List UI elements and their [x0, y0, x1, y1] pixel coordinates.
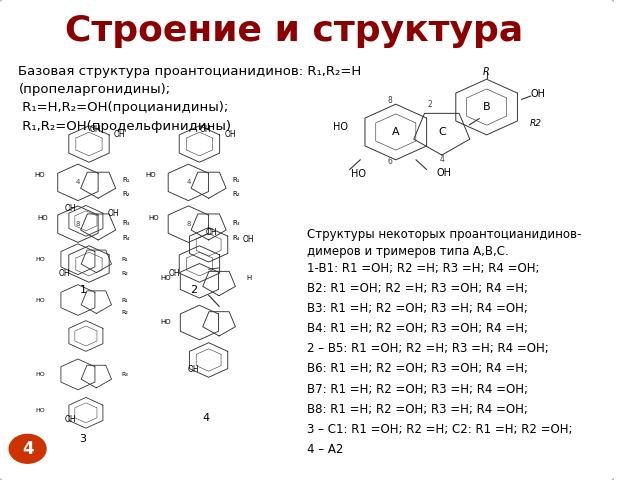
Text: 4: 4 [440, 156, 444, 164]
Text: 4: 4 [76, 180, 80, 185]
Text: R₃: R₃ [232, 220, 240, 226]
Text: OH: OH [65, 416, 76, 424]
Text: HO: HO [38, 216, 48, 221]
Text: 2: 2 [189, 286, 197, 295]
Text: HO: HO [35, 298, 45, 302]
Text: 8: 8 [186, 221, 191, 227]
Text: 2 – B5: R1 =OH; R2 =H; R3 =H; R4 =OH;: 2 – B5: R1 =OH; R2 =H; R3 =H; R4 =OH; [307, 342, 548, 355]
Text: R₁: R₁ [232, 177, 240, 183]
Text: 1-B1: R1 =OH; R2 =H; R3 =H; R4 =OH;: 1-B1: R1 =OH; R2 =H; R3 =H; R4 =OH; [307, 262, 540, 275]
Text: Структуры некоторых проантоцианидинов-
димеров и тримеров типа А,В,С.: Структуры некоторых проантоцианидинов- д… [307, 228, 581, 259]
Text: OH: OH [224, 130, 236, 139]
Text: B2: R1 =OH; R2 =H; R3 =OH; R4 =H;: B2: R1 =OH; R2 =H; R3 =OH; R4 =H; [307, 282, 528, 295]
Text: 6: 6 [387, 157, 392, 166]
Text: B4: R1 =H; R2 =OH; R3 =OH; R4 =H;: B4: R1 =H; R2 =OH; R3 =OH; R4 =H; [307, 322, 528, 335]
Text: OH: OH [188, 365, 199, 374]
FancyBboxPatch shape [0, 0, 616, 480]
Text: HO: HO [333, 122, 348, 132]
Text: R₂: R₂ [121, 311, 128, 315]
Text: R₂: R₂ [232, 192, 240, 197]
Text: C: C [438, 127, 445, 137]
Text: OH: OH [65, 204, 76, 213]
Text: R₁: R₁ [121, 298, 128, 302]
Text: 8: 8 [76, 221, 80, 227]
Text: R₃: R₃ [122, 220, 129, 226]
Text: H: H [246, 276, 251, 281]
Text: HO: HO [35, 172, 45, 178]
Text: R₂: R₂ [122, 192, 130, 197]
Text: HO: HO [351, 169, 367, 179]
Text: HO: HO [161, 319, 171, 324]
Text: 4: 4 [202, 413, 209, 422]
Text: Базовая структура проантоцианидинов: R₁,R₂=H: Базовая структура проантоцианидинов: R₁,… [19, 65, 362, 78]
Text: HO: HO [161, 276, 171, 281]
Text: R: R [483, 67, 490, 77]
Circle shape [9, 434, 46, 463]
Text: R₄: R₄ [232, 235, 240, 240]
Text: R₁=H,R₂=OH(процианидины);: R₁=H,R₂=OH(процианидины); [19, 101, 228, 114]
Text: OH: OH [59, 269, 70, 278]
Text: OH: OH [243, 236, 254, 244]
Text: 4 – A2: 4 – A2 [307, 443, 343, 456]
Text: OH: OH [114, 130, 125, 139]
Text: 2: 2 [427, 100, 432, 108]
Text: R₃: R₃ [121, 372, 128, 377]
Text: 3: 3 [79, 434, 86, 444]
Text: HO: HO [145, 172, 156, 178]
Text: HO: HO [148, 216, 159, 221]
Text: HO: HO [35, 372, 45, 377]
Text: R₁,R₂=OH(продельфинидины): R₁,R₂=OH(продельфинидины) [19, 120, 232, 132]
Text: R₄: R₄ [122, 235, 129, 240]
Text: R₁: R₁ [121, 257, 128, 262]
Text: OH: OH [531, 89, 546, 98]
Text: B6: R1 =H; R2 =OH; R3 =OH; R4 =H;: B6: R1 =H; R2 =OH; R3 =OH; R4 =H; [307, 362, 528, 375]
Text: OH: OH [108, 209, 119, 218]
Text: OH: OH [200, 125, 211, 134]
Text: A: A [392, 127, 399, 137]
Text: R₁: R₁ [122, 177, 129, 183]
Text: 8: 8 [387, 96, 392, 105]
Text: 1: 1 [79, 286, 86, 295]
Text: OH: OH [206, 228, 218, 237]
Text: B3: R1 =H; R2 =OH; R3 =H; R4 =OH;: B3: R1 =H; R2 =OH; R3 =H; R4 =OH; [307, 302, 528, 315]
Text: R2: R2 [530, 119, 541, 128]
Text: HO: HO [35, 257, 45, 262]
Text: B7: R1 =H; R2 =OH; R3 =H; R4 =OH;: B7: R1 =H; R2 =OH; R3 =H; R4 =OH; [307, 383, 528, 396]
Text: OH: OH [90, 125, 101, 134]
Text: OH: OH [436, 168, 451, 178]
Text: (пропеларгонидины);: (пропеларгонидины); [19, 83, 170, 96]
Text: 4: 4 [186, 180, 191, 185]
Text: HO: HO [35, 408, 45, 413]
Text: B: B [483, 102, 490, 112]
Text: 4: 4 [22, 440, 33, 458]
Text: R₂: R₂ [121, 271, 128, 276]
Text: Строение и структура: Строение и структура [65, 14, 524, 48]
Text: OH: OH [169, 269, 180, 278]
Text: 3 – C1: R1 =OH; R2 =H; C2: R1 =H; R2 =OH;: 3 – C1: R1 =OH; R2 =H; C2: R1 =H; R2 =OH… [307, 423, 572, 436]
Text: B8: R1 =H; R2 =OH; R3 =H; R4 =OH;: B8: R1 =H; R2 =OH; R3 =H; R4 =OH; [307, 403, 528, 416]
